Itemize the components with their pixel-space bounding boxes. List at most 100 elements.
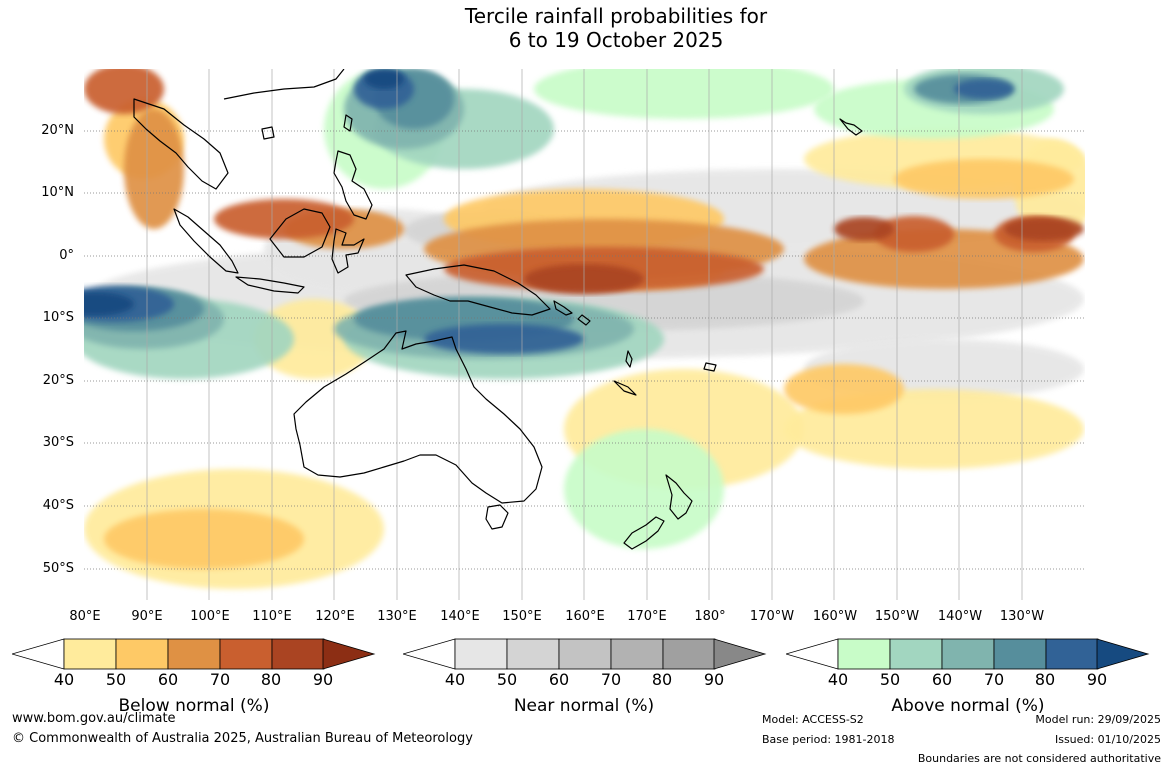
above-tick-80: 80 (1034, 670, 1056, 689)
colorbar-above-swatch (889, 638, 943, 670)
lat-label-20n: 20°N (41, 123, 74, 138)
colorbar-above-swatch (993, 638, 1047, 670)
lat-label-40s: 40°S (42, 498, 74, 513)
colorbar-near-swatch (610, 638, 664, 670)
lat-label-10s: 10°S (42, 310, 74, 325)
lon-label-130w: 130°W (999, 609, 1045, 624)
lon-label-150w: 150°W (874, 609, 920, 624)
borneo-coastline (269, 208, 331, 258)
philippines-coastline (333, 150, 373, 220)
near-tick-60: 60 (548, 670, 570, 689)
above-tick-60: 60 (931, 670, 953, 689)
lat-label-30s: 30°S (42, 435, 74, 450)
above-normal-region (84, 292, 134, 316)
australia-coastline (293, 330, 543, 504)
lat-label-50s: 50°S (42, 561, 74, 576)
colorbar-near-swatch (454, 638, 508, 670)
colorbar-above-swatch (941, 638, 995, 670)
lat-label-10n: 10°N (41, 185, 74, 200)
lat-label-0: 0° (59, 248, 74, 263)
lon-label-90e: 90°E (131, 609, 163, 624)
legend-below-normal (12, 637, 378, 671)
colorbar-above-normal (786, 638, 1150, 670)
above-normal-region (364, 69, 404, 89)
legend-above-normal (786, 637, 1152, 671)
footer-disclaimer: Boundaries are not considered authoritat… (917, 752, 1161, 765)
title-line-1: Tercile rainfall probabilities for (464, 4, 768, 28)
coastlines (133, 69, 863, 550)
below-normal-region (784, 364, 904, 414)
rainfall-probability-map (84, 69, 1085, 600)
above-tick-40: 40 (827, 670, 849, 689)
hawaii-islands (839, 118, 863, 136)
near-tick-70: 70 (600, 670, 622, 689)
lon-label-180: 180° (694, 609, 726, 624)
colorbar-near-normal (403, 638, 767, 670)
tasmania-coastline (485, 504, 509, 530)
legend-title-near: Near normal (%) (513, 696, 655, 716)
above-normal-region (954, 79, 1014, 99)
below-normal-region (894, 159, 1074, 199)
colorbar-near-swatch (558, 638, 612, 670)
near-tick-50: 50 (496, 670, 518, 689)
below-normal-region (1004, 217, 1084, 241)
hainan-coastline (261, 126, 275, 140)
lon-label-100e: 100°E (190, 609, 230, 624)
colorbar-near-lower-tip (403, 638, 456, 670)
near-tick-80: 80 (651, 670, 673, 689)
sumatra-coastline (173, 208, 239, 274)
graticule (84, 130, 1085, 570)
colorbar-below-swatch (63, 638, 117, 670)
lon-label-130e: 130°E (377, 609, 417, 624)
map-title: Tercile rainfall probabilities for 6 to … (0, 4, 1173, 52)
above-tick-70: 70 (983, 670, 1005, 689)
below-normal-region (104, 509, 304, 569)
fiji-islands (703, 362, 717, 372)
sulawesi-coastline (331, 228, 365, 274)
near-tick-90: 90 (703, 670, 725, 689)
footer-base-period: Base period: 1981-2018 (762, 733, 895, 746)
lat-label-20s: 20°S (42, 373, 74, 388)
new-caledonia (613, 380, 637, 396)
footer-website-link[interactable]: www.bom.gov.au/climate (12, 711, 176, 726)
colorbar-below-normal (12, 638, 376, 670)
below-normal-region (214, 199, 354, 239)
below-normal-region (874, 216, 954, 252)
below-tick-80: 80 (260, 670, 282, 689)
map-canvas (84, 69, 1085, 600)
colorbar-below-swatch (115, 638, 169, 670)
footer-copyright: © Commonwealth of Australia 2025, Austra… (12, 731, 473, 746)
china-coastline (223, 69, 345, 100)
above-tick-90: 90 (1086, 670, 1108, 689)
colorbar-below-upper-tip (322, 638, 376, 670)
above-normal-region (534, 69, 834, 119)
lon-label-150e: 150°E (502, 609, 542, 624)
lon-label-170e: 170°E (627, 609, 667, 624)
colorbar-near-swatch (662, 638, 716, 670)
footer-issued: Issued: 01/10/2025 (1054, 733, 1161, 746)
colorbar-above-upper-tip (1096, 638, 1150, 670)
meridians (146, 69, 1023, 600)
below-normal-region (124, 109, 184, 229)
solomon-islands (553, 300, 591, 326)
colorbar-near-swatch (506, 638, 560, 670)
legend-title-above: Above normal (%) (891, 696, 1045, 716)
colorbar-above-lower-tip (786, 638, 839, 670)
vanuatu-islands (625, 350, 633, 368)
colorbar-below-swatch (219, 638, 273, 670)
java-coastline (235, 276, 305, 294)
legend-title-below: Below normal (%) (118, 696, 270, 716)
lon-label-170w: 170°W (749, 609, 795, 624)
colorbar-above-swatch (1045, 638, 1099, 670)
lon-label-140w: 140°W (937, 609, 983, 624)
below-tick-40: 40 (53, 670, 75, 689)
new-guinea-coastline (405, 264, 551, 316)
lon-label-110e: 110°E (252, 609, 292, 624)
above-tick-50: 50 (879, 670, 901, 689)
new-zealand-south (623, 516, 665, 550)
below-tick-50: 50 (105, 670, 127, 689)
footer-model-run: Model run: 29/09/2025 (1035, 713, 1161, 726)
above-normal-region (424, 324, 584, 354)
taiwan-coastline (343, 114, 353, 132)
lon-label-140e: 140°E (440, 609, 480, 624)
